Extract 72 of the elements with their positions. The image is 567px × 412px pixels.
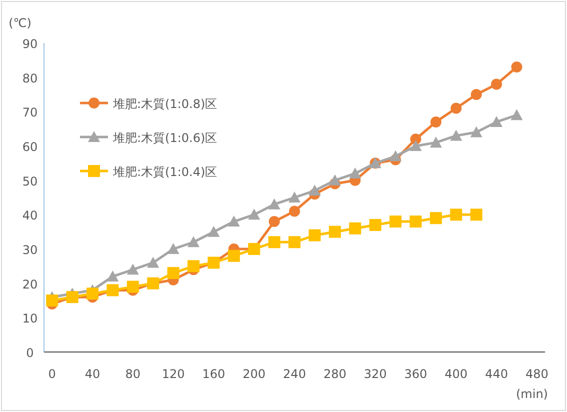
y-tick-label: 50 bbox=[22, 174, 38, 188]
point bbox=[510, 109, 523, 120]
point bbox=[187, 236, 200, 248]
point bbox=[228, 216, 240, 227]
point bbox=[268, 236, 280, 248]
x-tick-label: 0 bbox=[48, 367, 56, 381]
y-tick-label: 80 bbox=[22, 71, 38, 86]
x-tick-label: 320 bbox=[364, 367, 387, 381]
point bbox=[167, 243, 180, 254]
x-tick-label: 200 bbox=[242, 367, 266, 381]
point bbox=[349, 167, 362, 178]
x-tick-label: 280 bbox=[323, 367, 346, 381]
point bbox=[450, 130, 462, 141]
point bbox=[430, 116, 442, 128]
x-tick-label: 480 bbox=[525, 367, 548, 381]
point bbox=[410, 140, 422, 151]
point bbox=[167, 267, 180, 280]
y-axis-title: (℃) bbox=[8, 16, 32, 30]
y-tick-label: 30 bbox=[22, 243, 38, 257]
point bbox=[187, 260, 200, 272]
legend-label: 堆肥:木質(1:0.4)区 bbox=[112, 165, 218, 179]
point bbox=[268, 216, 280, 228]
x-tick-label: 80 bbox=[125, 367, 141, 381]
point bbox=[390, 216, 402, 228]
y-tick-label: 20 bbox=[22, 277, 38, 292]
point bbox=[349, 222, 362, 234]
point bbox=[86, 288, 98, 300]
x-tick-label: 360 bbox=[404, 367, 428, 381]
point bbox=[147, 256, 160, 268]
point bbox=[490, 116, 503, 127]
point bbox=[470, 126, 482, 138]
y-tick-label: 10 bbox=[22, 312, 38, 326]
x-tick-label: 400 bbox=[444, 367, 468, 381]
point bbox=[308, 184, 321, 196]
point bbox=[491, 78, 502, 90]
point bbox=[106, 270, 119, 282]
point bbox=[470, 89, 482, 100]
x-tick-label: 160 bbox=[202, 367, 226, 381]
x-tick-label: 240 bbox=[283, 367, 306, 381]
point bbox=[328, 226, 341, 238]
y-tick-label: 0 bbox=[26, 346, 34, 360]
point bbox=[511, 62, 522, 73]
legend-label: 堆肥:木質(1:0.6)区 bbox=[112, 131, 218, 145]
point bbox=[268, 198, 280, 210]
point bbox=[470, 208, 482, 221]
y-tick-label: 40 bbox=[22, 208, 38, 223]
point bbox=[308, 229, 321, 242]
point bbox=[450, 102, 462, 114]
point bbox=[46, 294, 58, 306]
legend-label: 堆肥:木質(1:0.8)区 bbox=[112, 97, 218, 111]
y-tick-label: 70 bbox=[22, 106, 38, 120]
x-axis-title: (min) bbox=[516, 387, 548, 401]
point bbox=[248, 208, 260, 220]
point bbox=[450, 208, 462, 221]
point bbox=[126, 264, 139, 275]
point bbox=[430, 136, 442, 148]
y-tick-label: 60 bbox=[22, 140, 38, 154]
point bbox=[126, 280, 139, 293]
point bbox=[288, 236, 300, 248]
x-tick-label: 40 bbox=[84, 367, 100, 381]
x-tick-label: 120 bbox=[162, 367, 185, 381]
point bbox=[289, 206, 300, 217]
point bbox=[369, 218, 382, 231]
y-tick-label: 90 bbox=[22, 37, 38, 51]
point bbox=[228, 250, 240, 262]
point bbox=[430, 212, 442, 224]
point bbox=[390, 150, 402, 162]
point bbox=[328, 174, 341, 186]
x-tick-label: 440 bbox=[485, 367, 508, 381]
point bbox=[288, 192, 300, 202]
point bbox=[208, 226, 220, 237]
point bbox=[410, 216, 422, 228]
